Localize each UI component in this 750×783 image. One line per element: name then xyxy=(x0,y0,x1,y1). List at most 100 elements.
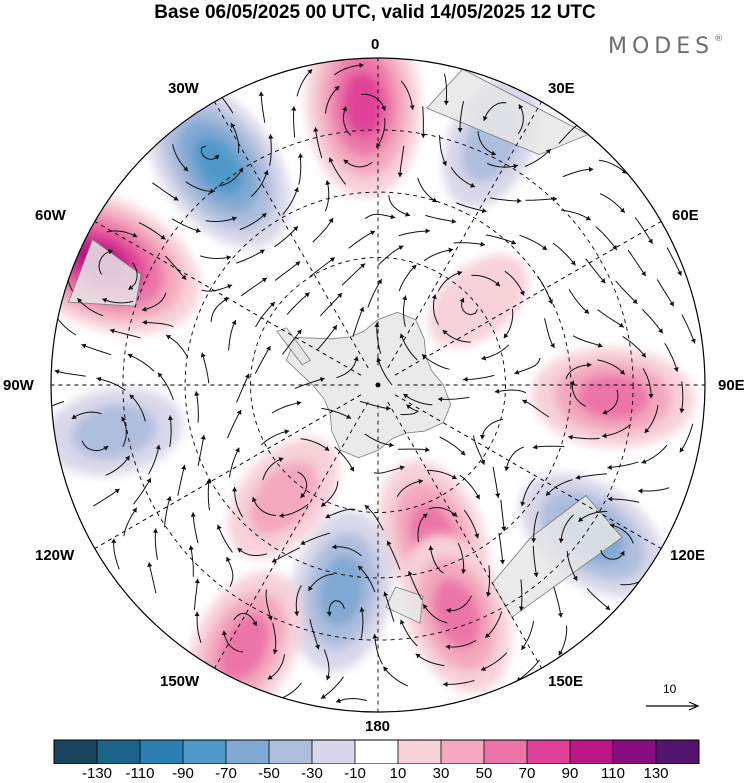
streamline-arrowhead xyxy=(295,261,301,267)
streamline-arrowhead xyxy=(558,650,564,656)
streamline xyxy=(480,652,508,671)
streamline xyxy=(597,309,625,328)
streamline-arrowhead xyxy=(504,466,510,471)
streamline-arrowhead xyxy=(181,464,187,470)
colorbar-tick: -30 xyxy=(301,765,323,782)
streamline-arrowhead xyxy=(511,239,516,245)
brand-text: MODES xyxy=(608,34,715,59)
streamline-arrowhead xyxy=(400,619,405,625)
streamline-arrowhead xyxy=(332,544,337,550)
streamline-arrowhead xyxy=(210,188,215,194)
colorbar-segment xyxy=(226,740,269,764)
streamline xyxy=(386,540,401,570)
streamline xyxy=(148,562,157,594)
streamline-arrowhead xyxy=(200,435,206,440)
streamline-arrowhead xyxy=(658,328,663,334)
streamline xyxy=(334,446,355,472)
streamline xyxy=(417,513,428,542)
australia-landmass xyxy=(491,494,623,618)
streamline xyxy=(129,394,146,422)
streamline xyxy=(328,600,345,617)
streamline xyxy=(133,477,152,505)
streamline-arrowhead xyxy=(266,346,271,351)
streamline xyxy=(463,509,479,539)
colorbar-segment xyxy=(570,740,613,764)
streamline xyxy=(105,455,131,476)
streamline-arrowhead xyxy=(284,429,290,435)
streamline xyxy=(252,496,276,516)
streamline xyxy=(377,357,393,386)
streamline-arrowhead xyxy=(482,116,488,121)
streamline-arrowhead xyxy=(418,479,423,484)
colorbar-tick: 30 xyxy=(432,765,450,782)
streamline xyxy=(562,168,594,178)
streamline-arrowhead xyxy=(337,293,342,298)
streamline-arrowhead xyxy=(334,86,340,91)
negative-anomaly-contour xyxy=(71,404,157,459)
streamline-arrowhead xyxy=(491,150,496,156)
streamline xyxy=(98,250,114,275)
streamline xyxy=(373,466,405,474)
streamline-arrowhead xyxy=(258,91,264,96)
streamline xyxy=(445,639,477,648)
streamline-arrowhead xyxy=(568,434,573,440)
positive-anomaly-contour xyxy=(428,254,529,348)
streamline xyxy=(560,514,574,543)
streamline-arrowhead xyxy=(442,330,448,335)
streamline xyxy=(487,162,519,168)
streamline xyxy=(634,217,653,244)
streamline-arrowhead xyxy=(200,352,206,358)
streamline xyxy=(642,368,652,399)
streamline-arrowhead xyxy=(272,649,278,655)
streamline xyxy=(297,471,308,499)
streamline-arrowhead xyxy=(533,572,539,578)
streamline-arrowhead xyxy=(349,466,355,472)
map-outline xyxy=(50,57,706,713)
lon-label-120e: 120E xyxy=(670,547,706,564)
streamline xyxy=(516,659,540,682)
streamline xyxy=(217,524,233,553)
streamline xyxy=(490,197,522,202)
colorbar-segment xyxy=(613,740,656,764)
streamline-arrowhead xyxy=(481,666,486,671)
streamline-arrowhead xyxy=(457,128,463,133)
streamline xyxy=(519,234,548,251)
streamline xyxy=(226,556,234,587)
streamline-arrowhead xyxy=(481,355,487,361)
streamline xyxy=(240,277,268,297)
streamline-arrowhead xyxy=(648,238,653,244)
streamline-arrowhead xyxy=(443,681,448,687)
streamline-arrowhead xyxy=(494,388,500,394)
positive-anomaly-contour xyxy=(218,613,271,681)
streamline-arrowhead xyxy=(300,492,306,498)
streamline-arrowhead xyxy=(463,376,468,382)
meridian-line xyxy=(94,394,362,549)
streamline xyxy=(265,589,272,621)
streamline-arrowhead xyxy=(111,538,117,543)
streamline xyxy=(199,255,232,260)
colorbar-segment xyxy=(54,740,97,764)
positive-anomaly-contour xyxy=(343,71,384,137)
lon-label-30e: 30E xyxy=(548,80,575,97)
streamline xyxy=(398,264,417,292)
streamline-arrowhead xyxy=(360,263,365,269)
streamline-arrowhead xyxy=(127,353,133,359)
streamline-arrowhead xyxy=(252,621,257,627)
streamline xyxy=(195,391,199,423)
streamline xyxy=(599,193,626,214)
meridian-line xyxy=(394,221,662,376)
registered-mark: ® xyxy=(714,34,724,44)
streamline xyxy=(236,373,250,403)
lon-label-60w: 60W xyxy=(35,207,66,224)
streamline xyxy=(656,279,675,307)
streamline-arrowhead xyxy=(409,105,415,110)
streamline xyxy=(442,329,471,343)
streamline xyxy=(481,418,504,440)
colorbar-segment xyxy=(484,740,527,764)
streamline-arrowhead xyxy=(226,255,232,261)
streamline-arrowhead xyxy=(364,505,370,510)
streamline-arrowhead xyxy=(609,523,615,529)
streamline xyxy=(218,167,244,187)
streamline xyxy=(141,292,167,311)
streamline-arrowhead xyxy=(607,496,613,502)
